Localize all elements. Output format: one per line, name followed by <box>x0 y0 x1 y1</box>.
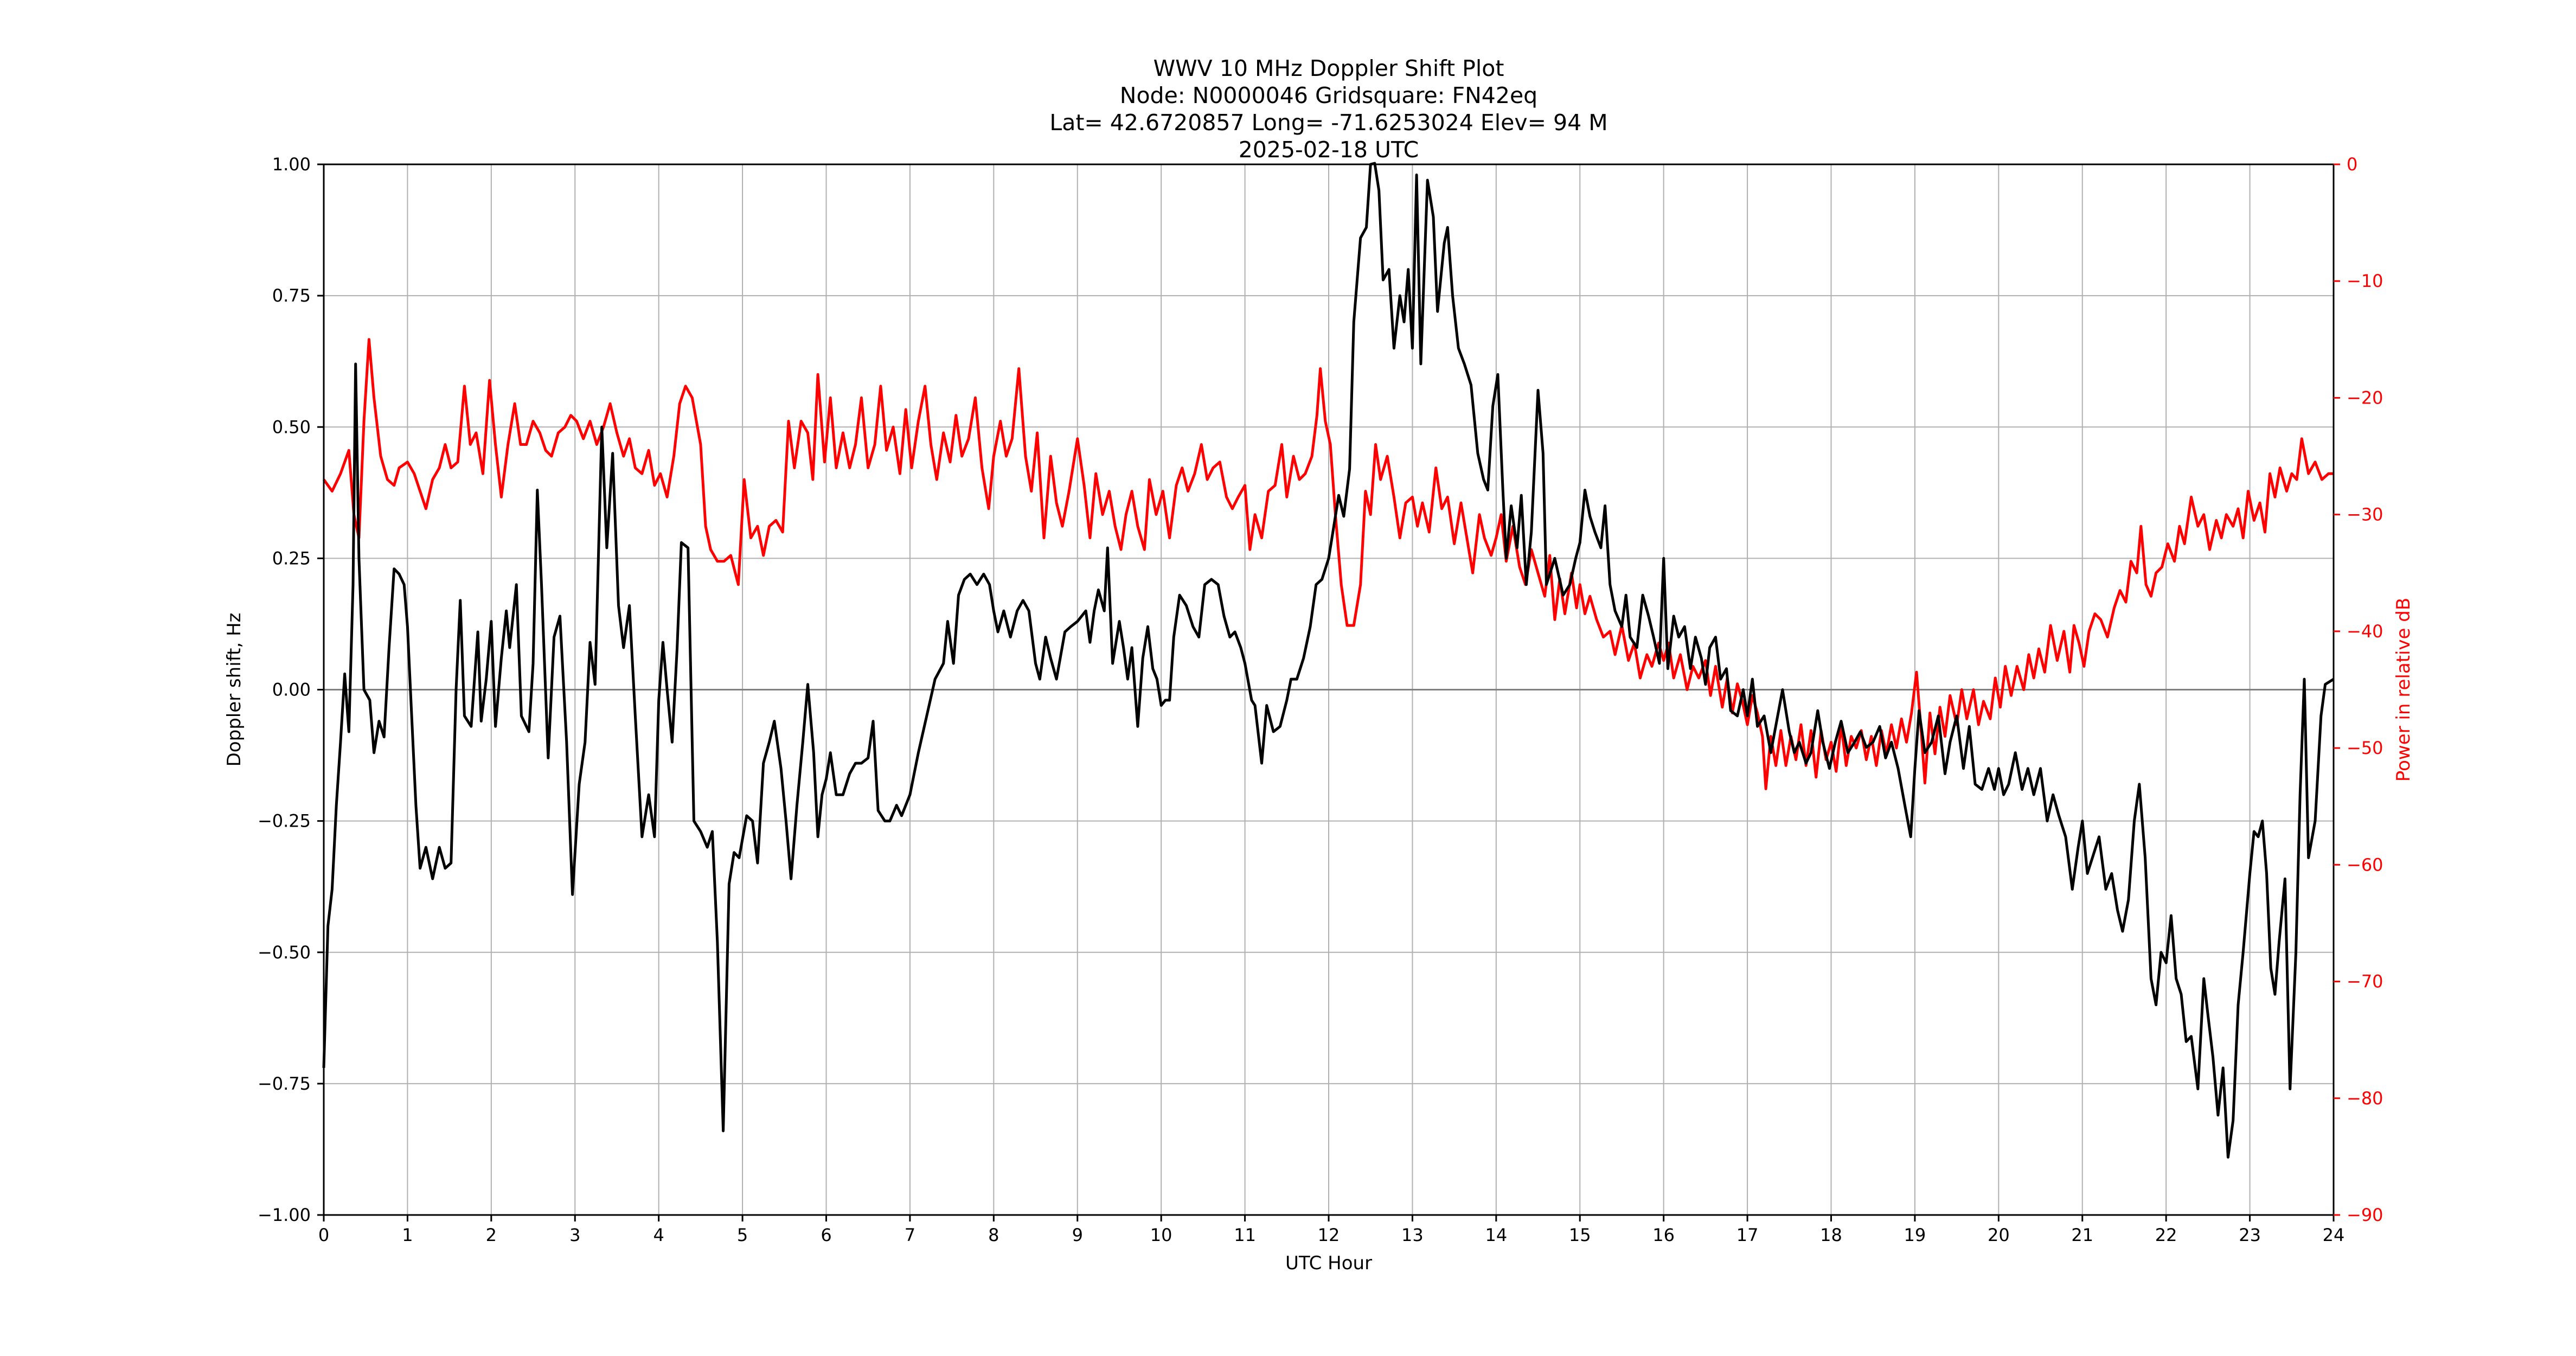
y-tick-label: 0.00 <box>272 680 311 700</box>
x-tick-label: 24 <box>2323 1225 2345 1245</box>
y-tick-label: −1.00 <box>258 1205 311 1225</box>
y2-tick-label: −10 <box>2347 271 2383 291</box>
x-axis-label: UTC Hour <box>1285 1252 1372 1274</box>
x-tick-label: 10 <box>1150 1225 1172 1245</box>
x-tick-label: 12 <box>1318 1225 1340 1245</box>
x-tick-label: 18 <box>1820 1225 1842 1245</box>
y2-tick-label: 0 <box>2347 154 2357 175</box>
series-group <box>322 162 2335 1159</box>
x-tick-label: 7 <box>905 1225 915 1245</box>
x-tick-label: 16 <box>1652 1225 1675 1245</box>
x-tick-label: 1 <box>402 1225 413 1245</box>
doppler-series-line <box>322 162 2335 1159</box>
x-tick-label: 22 <box>2155 1225 2177 1245</box>
y2-tick-label: −50 <box>2347 738 2383 758</box>
x-tick-label: 21 <box>2071 1225 2093 1245</box>
title-line: Lat= 42.6720857 Long= -71.6253024 Elev= … <box>1049 110 1607 136</box>
x-tick-label: 20 <box>1988 1225 2010 1245</box>
y-tick-label: −0.25 <box>258 811 311 831</box>
y2-axis-ticks: −90 −80 −70 −60 −50 −40 −30 −20 −10 0 <box>2334 154 2383 1225</box>
y2-axis-label: Power in relative dB <box>2393 598 2414 782</box>
y2-tick-label: −70 <box>2347 971 2383 992</box>
y-tick-label: −0.50 <box>258 942 311 963</box>
y-tick-label: 0.50 <box>272 417 311 437</box>
y2-tick-label: −80 <box>2347 1088 2383 1109</box>
y-tick-label: 0.75 <box>272 285 311 306</box>
y2-tick-label: −30 <box>2347 504 2383 525</box>
y2-tick-label: −90 <box>2347 1205 2383 1225</box>
x-tick-label: 5 <box>737 1225 748 1245</box>
title-line: 2025-02-18 UTC <box>1239 137 1419 163</box>
y-tick-label: −0.75 <box>258 1073 311 1094</box>
y-axis-label: Doppler shift, Hz <box>223 613 245 767</box>
title-line: WWV 10 MHz Doppler Shift Plot <box>1154 55 1504 81</box>
y-tick-label: 0.25 <box>272 548 311 568</box>
y2-tick-label: −20 <box>2347 387 2383 408</box>
x-tick-label: 23 <box>2239 1225 2261 1245</box>
x-tick-label: 14 <box>1485 1225 1507 1245</box>
x-tick-label: 17 <box>1736 1225 1759 1245</box>
y-axis-ticks: −1.00 −0.75 −0.50 −0.25 0.00 0.25 0.50 0.75 1.00 <box>258 154 324 1225</box>
x-tick-label: 3 <box>569 1225 580 1245</box>
x-tick-label: 0 <box>318 1225 329 1245</box>
x-tick-label: 15 <box>1569 1225 1591 1245</box>
power-series-line <box>322 338 2334 790</box>
y2-tick-label: −40 <box>2347 621 2383 642</box>
x-tick-label: 9 <box>1072 1225 1083 1245</box>
x-tick-label: 6 <box>821 1225 831 1245</box>
x-tick-label: 13 <box>1401 1225 1424 1245</box>
title-line: Node: N0000046 Gridsquare: FN42eq <box>1120 82 1537 108</box>
x-tick-label: 2 <box>486 1225 497 1245</box>
x-tick-label: 19 <box>1904 1225 1926 1245</box>
x-tick-label: 8 <box>988 1225 999 1245</box>
y-tick-label: 1.00 <box>272 154 311 175</box>
x-tick-label: 11 <box>1234 1225 1256 1245</box>
x-tick-label: 4 <box>653 1225 664 1245</box>
y2-tick-label: −60 <box>2347 854 2383 875</box>
x-axis-ticks: 0 1 2 3 4 5 6 7 8 9 10 11 12 13 14 15 16 17 18 19 20 21 22 23 24 <box>318 1215 2345 1245</box>
